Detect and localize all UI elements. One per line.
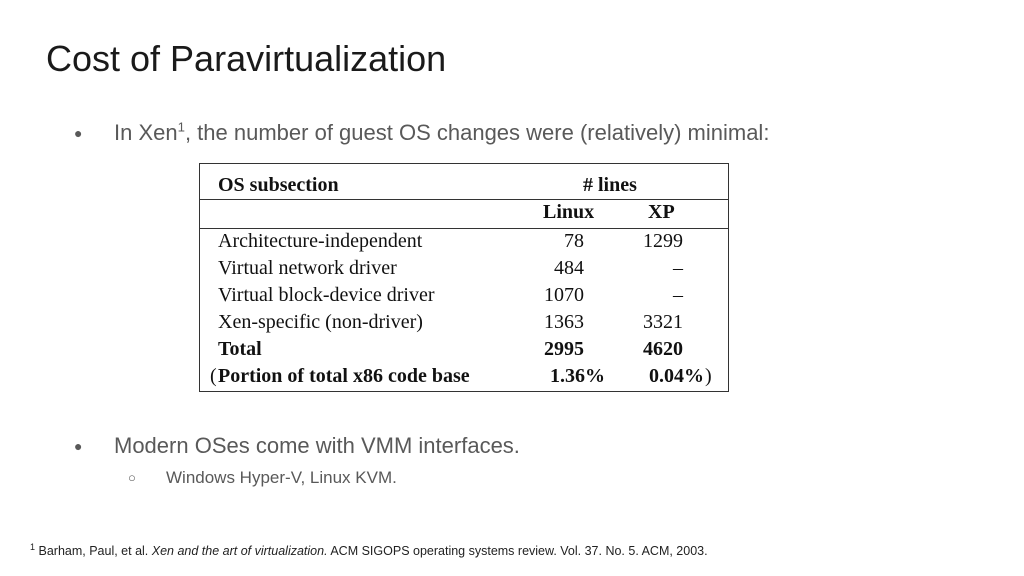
table-rule-top [200,199,728,200]
bullet-text-post: , the number of guest OS changes were (r… [184,120,770,145]
table-cell-xp: 3321 [643,311,683,333]
footnote-venue: ACM SIGOPS operating systems review. Vol… [327,544,708,558]
table-portion-linux: 1.36% [550,365,605,387]
table-header-linux: Linux [543,201,595,223]
table-rule-header [200,228,728,229]
table-total-linux: 2995 [544,338,584,360]
table-header-lines: # lines [583,174,637,196]
table-cell-linux: 1070 [544,284,584,306]
bullet-text: Modern OSes come with VMM interfaces. [114,433,520,458]
footnote: 1 Barham, Paul, et al. Xen and the art o… [30,542,708,560]
table-portion-xp: 0.04% [649,365,704,387]
table-row-label: Virtual block-device driver [218,284,435,306]
sub-bullet-text: Windows Hyper-V, Linux KVM. [166,468,397,487]
table-cell-linux: 484 [554,257,584,279]
bullet-text-pre: In Xen [114,120,178,145]
footnote-authors: Barham, Paul, et al. [35,544,152,558]
sub-bullet-ring-icon: ○ [128,470,136,485]
bullet-dot-icon: ● [74,438,83,454]
footnote-paper-title: Xen and the art of virtualization. [151,544,328,558]
table-row-label: Architecture-independent [218,230,423,252]
slide-title: Cost of Paravirtualization [46,38,447,79]
table-portion-label: Portion of total x86 code base [218,365,470,387]
table-total-label: Total [218,338,262,360]
table-row-label: Virtual network driver [218,257,397,279]
os-changes-table: OS subsection # lines Linux XP Architect… [199,163,729,392]
table-cell-xp: – [673,284,683,306]
bullet-modern-oses: ● Modern OSes come with VMM interfaces. [74,432,520,460]
bullet-xen-changes: ● In Xen1, the number of guest OS change… [74,119,770,147]
table-portion-open-paren: ( [210,365,217,387]
bullet-dot-icon: ● [74,125,83,141]
table-total-xp: 4620 [643,338,683,360]
table-row-label: Xen-specific (non-driver) [218,311,423,333]
table-header-subsection: OS subsection [218,174,339,196]
table-header-xp: XP [648,201,675,223]
table-cell-linux: 78 [564,230,584,252]
sub-bullet-hypervisors: ○ Windows Hyper-V, Linux KVM. [128,467,397,489]
table-cell-xp: 1299 [643,230,683,252]
table-portion-close-paren: ) [705,365,712,387]
table-cell-xp: – [673,257,683,279]
table-cell-linux: 1363 [544,311,584,333]
footnote-number: 1 [30,541,36,552]
footnote-ref: 1 [177,119,185,135]
